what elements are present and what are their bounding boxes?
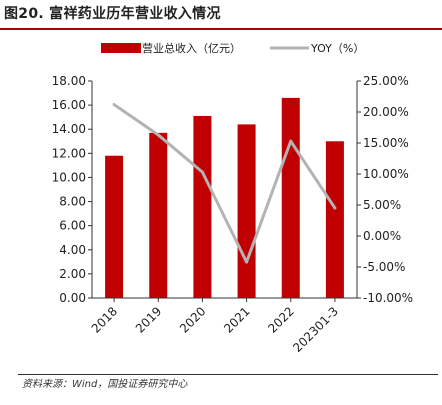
x-tick-label-2019: 2019 [133,304,164,335]
right-tick-label: 10.00% [363,167,409,181]
x-tick-label-2020: 2020 [177,304,208,335]
source-divider [18,374,438,375]
bar-2022 [281,97,300,298]
legend-bar-label: 营业总收入（亿元） [142,41,241,55]
left-tick-label: 8.00 [59,195,86,209]
yoy-point-202301-3 [333,206,337,210]
left-tick-label: 2.00 [59,267,86,281]
yoy-point-2018 [112,103,116,107]
source-note: 资料来源：Wind，国投证券研究中心 [22,379,188,390]
left-tick-label: 12.00 [52,146,86,160]
line-series [112,103,337,264]
x-tick-label-2022: 2022 [265,304,296,335]
right-tick-label: 0.00% [363,229,401,243]
right-axis-ticks: -10.00% -5.00% 0.00% 5.00% 10.00% 15.00% 20.00… [357,74,413,305]
right-tick-label: 20.00% [363,105,409,119]
left-tick-label: 4.00 [59,243,86,257]
right-tick-label: -10.00% [363,291,413,305]
left-tick-label: 0.00 [59,291,86,305]
yoy-point-2019 [156,133,160,137]
right-tick-label: 5.00% [363,198,401,212]
yoy-line [113,103,337,264]
bar-series [105,97,344,299]
left-tick-label: 6.00 [59,219,86,233]
left-tick-label: 18.00 [52,74,86,88]
left-tick-label: 10.00 [52,170,86,184]
figure-title: 图20. 富祥药业历年营业收入情况 [4,6,221,22]
right-tick-label: -5.00% [363,260,405,274]
bar-2019 [149,132,168,298]
right-tick-label: 15.00% [363,136,409,150]
legend-bar-swatch [101,43,141,53]
yoy-point-2021 [245,260,249,264]
x-tick-label-2018: 2018 [89,304,120,335]
chart-legend: 营业总收入（亿元） YOY（%） [101,41,364,55]
yoy-point-2022 [289,139,293,143]
legend-line-label: YOY（%） [310,42,364,55]
title-divider [0,28,442,30]
bar-2020 [193,115,212,298]
chart-axes [91,81,358,299]
bar-2021 [237,124,256,299]
left-tick-label: 16.00 [52,98,86,112]
revenue-chart: 营业总收入（亿元） YOY（%） 0.00 2.00 4.00 6.00 8.00 10.… [52,41,413,355]
left-axis-ticks: 0.00 2.00 4.00 6.00 8.00 10.00 12.00 14.00 16.00… [52,74,92,305]
x-tick-label-2021: 2021 [221,304,252,335]
yoy-point-2020 [200,170,204,174]
left-tick-label: 14.00 [52,122,86,136]
x-tick-label-202301-3: 202301-3 [290,304,341,355]
bar-202301-3 [325,141,344,298]
bar-2018 [105,155,124,298]
right-tick-label: 25.00% [363,74,409,88]
